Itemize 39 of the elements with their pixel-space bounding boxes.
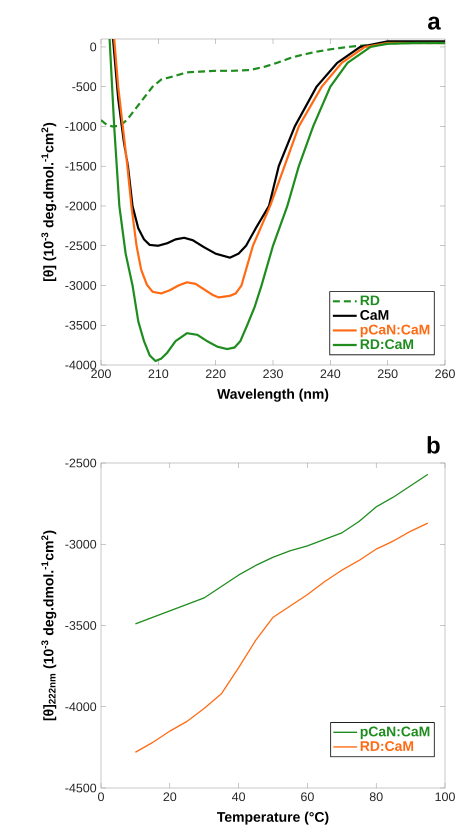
legend-label: pCaN:CaM: [360, 324, 430, 338]
x-tick-label: 20: [164, 792, 176, 802]
x-tick-label: 60: [301, 792, 314, 802]
x-tick-label: 220: [206, 369, 226, 378]
legend-label: RD:CaM: [360, 339, 414, 350]
y-tick-label: -1000: [65, 122, 96, 131]
x-tick-label: 40: [232, 792, 246, 802]
y-tick-label: -4500: [65, 784, 96, 792]
legend-label: RD: [360, 296, 380, 306]
y-axis-title: [θ] (10$^{-3}$ deg.dmol.$^{-1}$cm$^{2}$): [41, 122, 56, 282]
y-tick-label: -4000: [65, 702, 96, 712]
x-axis-title: Temperature (°C): [217, 812, 328, 825]
legend-label: pCaN:CaM: [360, 726, 430, 740]
chart-title: b: [428, 436, 440, 454]
y-tick-label: -500: [72, 82, 96, 92]
x-tick-label: 200: [91, 369, 111, 378]
y-tick-label: -3500: [65, 320, 96, 330]
y-tick-label: -2000: [65, 202, 96, 210]
x-tick-label: 0: [98, 792, 104, 802]
x-tick-label: 80: [370, 792, 383, 802]
legend-label: CaM: [360, 310, 388, 320]
x-tick-label: 260: [435, 369, 455, 378]
y-tick-label: -3000: [65, 281, 96, 290]
x-tick-label: 230: [263, 369, 283, 378]
y-tick-label: 0: [90, 42, 96, 52]
x-tick-label: 250: [378, 369, 398, 378]
x-axis-title: Wavelength (nm): [217, 388, 328, 402]
x-tick-label: 210: [148, 369, 168, 378]
y-tick-label: -2500: [65, 458, 96, 468]
x-tick-label: 100: [436, 792, 455, 802]
legend-label: RD:CaM: [360, 741, 414, 752]
y-tick-label: -2500: [65, 241, 96, 250]
x-tick-label: 240: [320, 369, 340, 378]
text: [θ]$_{222nm}$ (10$^{-3}$ deg.dmol.$^{-1}$cm$^{2}$): [41, 530, 56, 720]
y-tick-label: -1500: [65, 162, 96, 171]
y-tick-label: -3000: [65, 540, 96, 549]
y-tick-label: -3500: [65, 621, 96, 630]
chart-title: a: [428, 16, 441, 30]
y-tick-label: -4000: [65, 360, 96, 370]
